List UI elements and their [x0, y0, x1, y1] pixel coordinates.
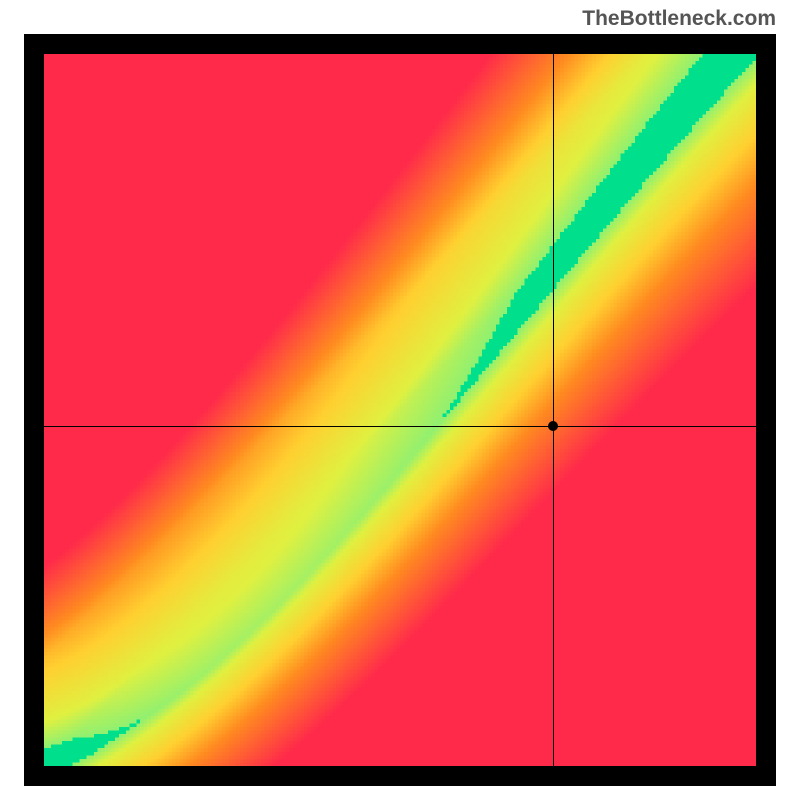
crosshair-horizontal	[44, 426, 756, 427]
watermark-text: TheBottleneck.com	[582, 7, 776, 31]
heatmap-canvas	[44, 54, 756, 766]
crosshair-vertical	[553, 54, 554, 766]
chart-frame	[24, 34, 776, 786]
heatmap-plot	[44, 54, 756, 766]
crosshair-marker	[548, 421, 558, 431]
